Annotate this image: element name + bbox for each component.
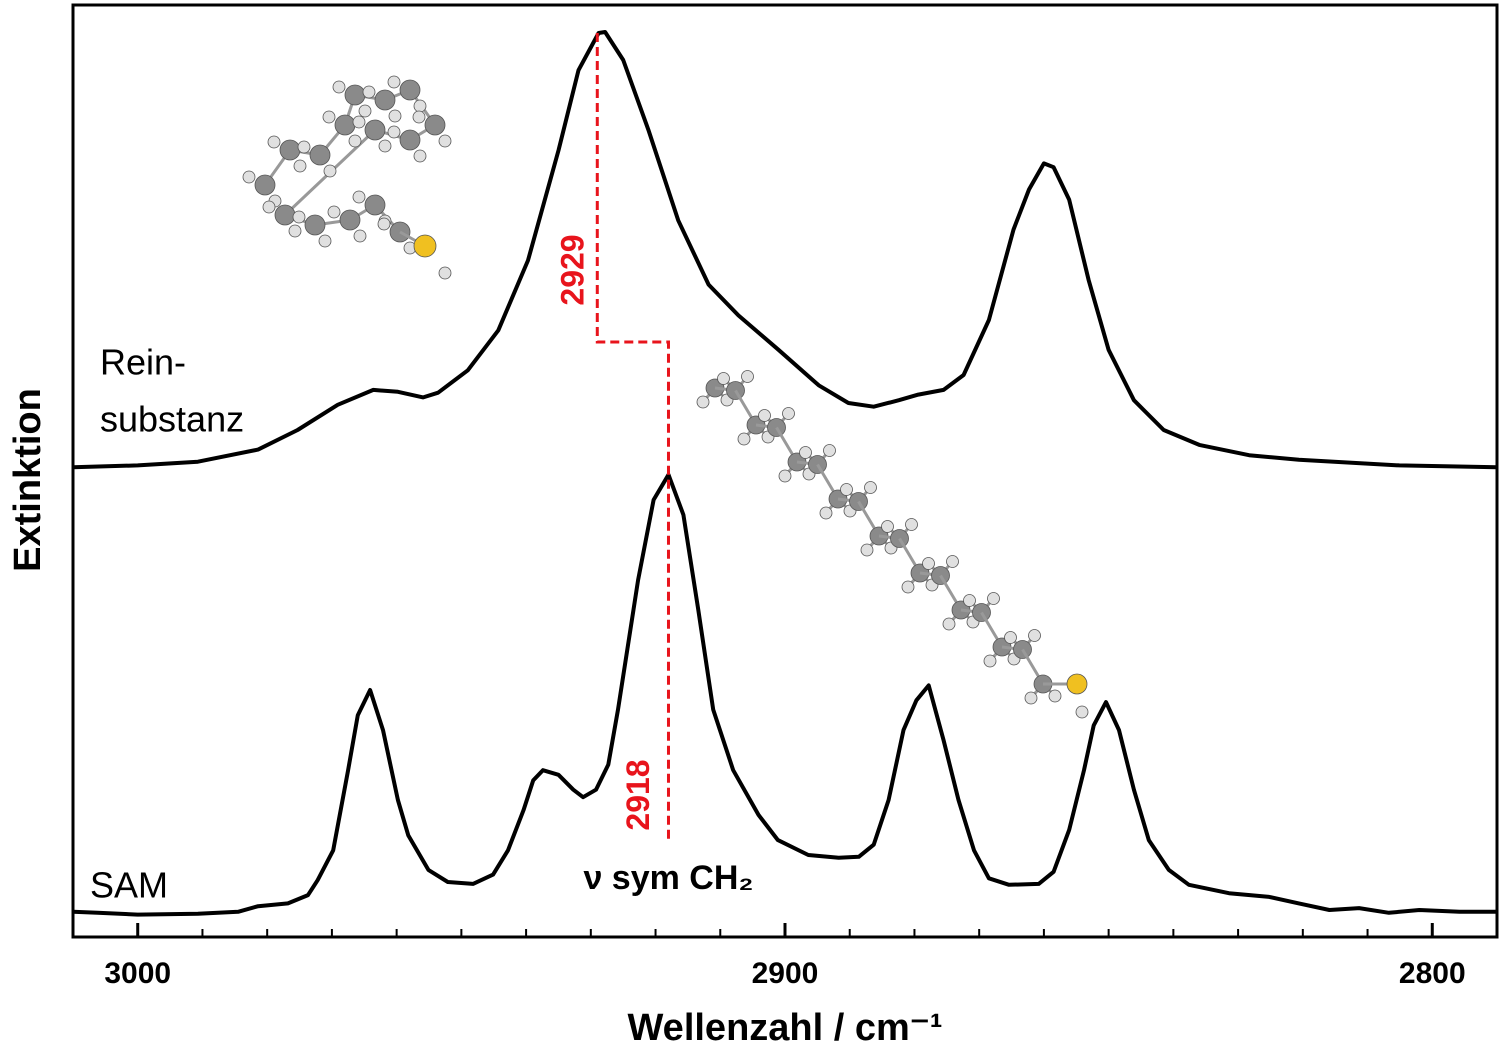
atom — [280, 140, 300, 160]
atom — [365, 120, 385, 140]
atom — [333, 81, 345, 93]
atom — [353, 191, 365, 203]
atom — [742, 371, 754, 383]
atom — [389, 110, 401, 122]
atom — [319, 235, 331, 247]
atom — [414, 150, 426, 162]
atom — [779, 470, 791, 482]
atom — [289, 225, 301, 237]
atom — [984, 655, 996, 667]
page: {"chart_data": { "type": "line", "x_labe… — [0, 0, 1499, 1052]
atom — [759, 410, 771, 422]
atom — [365, 195, 385, 215]
y-axis-title: Extinktion — [7, 388, 49, 572]
atom — [363, 86, 375, 98]
atom — [400, 130, 420, 150]
atom — [964, 595, 976, 607]
atom — [697, 396, 709, 408]
atom — [324, 165, 336, 177]
peak-label: 2929 — [555, 234, 591, 305]
atom — [323, 111, 335, 123]
curve-label: Rein- — [100, 342, 186, 383]
atom — [310, 145, 330, 165]
molecule-illustrations — [243, 76, 1088, 718]
curve-label: substanz — [100, 399, 244, 440]
atom — [1029, 630, 1041, 642]
atom — [400, 80, 420, 100]
spectrum-line — [73, 32, 1497, 467]
atom — [425, 115, 445, 135]
curve-label: SAM — [90, 865, 168, 906]
atom — [738, 433, 750, 445]
atom — [414, 100, 426, 112]
atom — [335, 115, 355, 135]
atom — [268, 136, 280, 148]
atom — [354, 230, 366, 242]
atom — [1049, 690, 1061, 702]
atom — [255, 175, 275, 195]
chart: Wellenzahl / cm⁻¹ Extinktion Rein- subst… — [0, 0, 1499, 1052]
atom — [340, 210, 360, 230]
atom — [820, 507, 832, 519]
atom — [783, 408, 795, 420]
atom — [328, 206, 340, 218]
atom — [800, 447, 812, 459]
atom — [947, 556, 959, 568]
atom — [263, 201, 275, 213]
peak-label: 2918 — [620, 759, 656, 830]
atom — [1005, 632, 1017, 644]
atom — [275, 205, 295, 225]
atom — [413, 111, 425, 123]
atom — [298, 141, 310, 153]
atom — [1025, 692, 1037, 704]
atom — [388, 126, 400, 138]
atom — [865, 482, 877, 494]
atom — [841, 484, 853, 496]
atom — [988, 593, 1000, 605]
spectrum-line — [73, 475, 1497, 915]
atom — [349, 135, 361, 147]
atom — [906, 519, 918, 531]
atom — [1076, 706, 1088, 718]
atom — [902, 581, 914, 593]
atom — [375, 90, 395, 110]
atom — [379, 140, 391, 152]
atom — [305, 215, 325, 235]
atom — [294, 160, 306, 172]
atom — [1067, 674, 1087, 694]
atom — [293, 211, 305, 223]
atom — [243, 171, 255, 183]
atom — [824, 445, 836, 457]
band-label: ν sym CH₂ — [583, 859, 753, 897]
x-axis-title: Wellenzahl / cm⁻¹ — [628, 1007, 943, 1049]
x-tick-label: 2900 — [752, 957, 819, 990]
atom — [353, 116, 365, 128]
x-tick-label: 2800 — [1399, 957, 1466, 990]
atom — [378, 218, 390, 230]
atom — [439, 267, 451, 279]
atom — [923, 558, 935, 570]
atom — [414, 235, 436, 257]
atom — [388, 76, 400, 88]
atom — [359, 105, 371, 117]
atom — [345, 85, 365, 105]
atom — [439, 135, 451, 147]
x-tick-label: 3000 — [104, 957, 171, 990]
atom — [882, 521, 894, 533]
atom — [861, 544, 873, 556]
atom — [943, 618, 955, 630]
atom — [718, 373, 730, 385]
